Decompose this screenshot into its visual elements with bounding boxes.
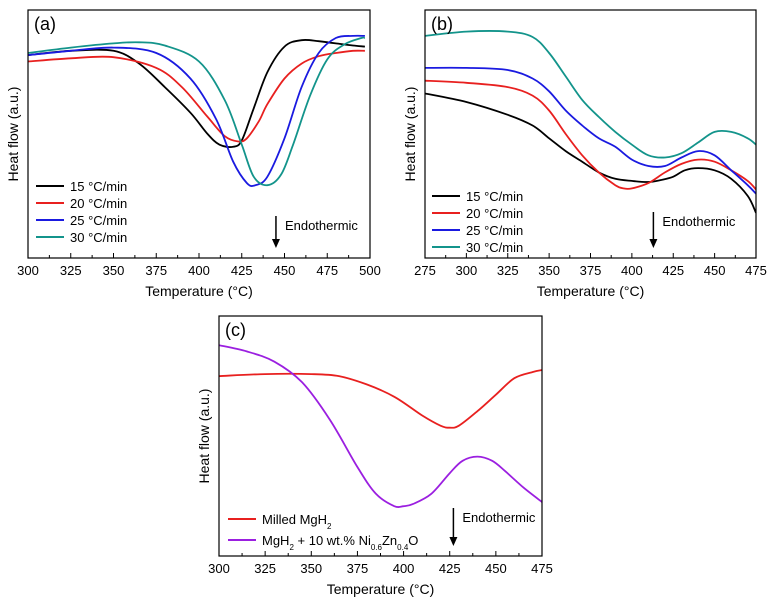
panel-label: (c) [225,320,246,340]
series-line-3 [28,34,365,187]
series-line-2 [425,79,756,191]
x-tick-label: 450 [485,561,507,576]
x-tick-label: 475 [745,263,767,278]
y-axis-label: Heat flow (a.u.) [402,87,418,182]
x-tick-label: 475 [531,561,553,576]
x-tick-label: 400 [393,561,415,576]
annotation-label: Endothermic [462,510,535,525]
x-tick-label: 425 [662,263,684,278]
x-tick-label: 300 [456,263,478,278]
legend-label: 25 °C/min [70,213,127,228]
panel-label: (b) [431,14,453,34]
endothermic-arrow-head [449,537,458,546]
x-tick-label: 275 [414,263,436,278]
legend-label: 20 °C/min [466,206,523,221]
series-line-2 [219,344,542,509]
x-tick-label: 375 [145,263,167,278]
chart-panel-c: 300 325 350 375 400 425 450 475 Temperature (°C)… [196,315,553,597]
x-tick-label: 400 [188,263,210,278]
x-tick-label: 375 [580,263,602,278]
x-tick-label: 325 [254,561,276,576]
legend-label: 30 °C/min [70,230,127,245]
x-tick-label: 450 [704,263,726,278]
x-tick-label: 425 [231,263,253,278]
y-axis-label: Heat flow (a.u.) [5,87,21,182]
endothermic-arrow-head [271,239,280,248]
x-tick-label: 300 [17,263,39,278]
legend-label: MgH2 + 10 wt.% Ni0.6Zn0.4O [262,533,418,552]
series-line-4 [425,30,756,159]
x-tick-label: 350 [103,263,125,278]
chart-panel-a: 300 325 350 375 400 425 450 475 500 Temperature (… [5,9,381,299]
x-tick-label: 375 [347,561,369,576]
panel-label: (a) [34,14,56,34]
series-line-1 [425,92,756,214]
legend-label: 25 °C/min [466,223,523,238]
legend-label: Milled MgH2 [262,512,332,531]
endothermic-arrow-head [649,239,658,248]
x-tick-label: 350 [300,561,322,576]
x-tick-label: 300 [208,561,230,576]
series-line-2 [28,49,365,143]
x-tick-label: 400 [621,263,643,278]
x-tick-label: 325 [497,263,519,278]
x-tick-label: 500 [359,263,381,278]
x-tick-label: 350 [538,263,560,278]
series-line-1 [219,369,542,429]
x-axis-label: Temperature (°C) [537,283,645,299]
legend-label: 20 °C/min [70,196,127,211]
x-tick-label: 325 [60,263,82,278]
legend-label: 15 °C/min [466,189,523,204]
y-axis-label: Heat flow (a.u.) [196,389,212,484]
x-tick-label: 475 [316,263,338,278]
series-line-4 [28,36,366,187]
annotation-label: Endothermic [285,218,358,233]
annotation-label: Endothermic [662,214,735,229]
chart-panel-b: 275 300 325 350 375 400 425 450 475 Temperature (… [402,9,767,299]
x-axis-label: Temperature (°C) [145,283,253,299]
x-tick-label: 425 [439,561,461,576]
legend-label: 15 °C/min [70,179,127,194]
series-line-1 [28,39,365,148]
x-tick-label: 450 [274,263,296,278]
x-axis-label: Temperature (°C) [327,581,435,597]
series-line-3 [425,66,756,195]
legend-label: 30 °C/min [466,240,523,255]
